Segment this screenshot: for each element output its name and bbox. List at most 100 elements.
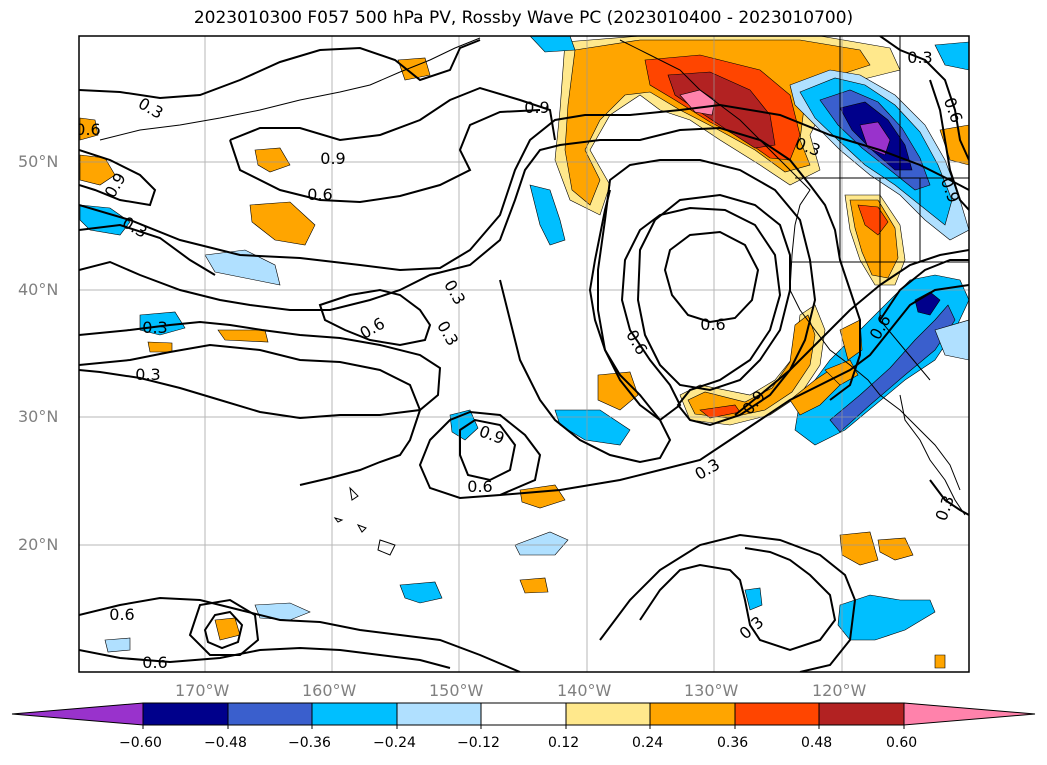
contour-label: 0.6 <box>700 315 725 334</box>
contour-0.6-sw-ring-2 <box>188 598 260 656</box>
hawaii-1 <box>349 486 359 501</box>
lon-label-160w: 160°W <box>302 681 357 700</box>
contour-0.3-w <box>79 320 442 420</box>
positive-patch-s-2 <box>597 371 639 411</box>
hawaii-2 <box>377 539 396 556</box>
contour-0.9-c <box>459 418 517 482</box>
positive-patch-s-6 <box>519 577 549 594</box>
colorbar-tick-label: 0.48 <box>801 735 833 751</box>
map-area: 0.3 0.9 0.9 0.6 0.9 0.3 0.3 0.6 0.3 0.3 … <box>75 36 969 672</box>
contour-0.6-cutoff-inner <box>663 230 760 324</box>
colorbar-segment <box>649 702 736 726</box>
colorbar-segment <box>818 702 905 726</box>
us-west-coast <box>789 224 961 491</box>
contour-label: 0.3 <box>135 365 160 384</box>
contour-0.6-ne <box>929 79 969 211</box>
contour-0.6-mid <box>79 126 861 401</box>
positive-patch-nw <box>79 117 99 141</box>
colorbar-segment <box>734 702 820 726</box>
contour-label: 0.6 <box>467 477 492 496</box>
hawaii-3 <box>356 524 367 533</box>
lat-label-20n: 20°N <box>18 535 59 554</box>
contour-0.6-c <box>418 410 542 500</box>
positive-patch-mid <box>147 341 173 353</box>
contour-0.3-mid <box>79 103 969 272</box>
contour-0.6-w <box>79 343 422 486</box>
negative-patch-se <box>837 594 936 641</box>
colorbar-tick-label: 0.60 <box>886 735 918 751</box>
contour-0.6-cutoff-outer <box>636 193 791 392</box>
positive-patch-sw <box>217 329 269 343</box>
contour-0.3-sw <box>79 646 451 669</box>
colorbar-tick-label: −0.24 <box>373 735 416 751</box>
lon-label-150w: 150°W <box>429 681 484 700</box>
positive-anomaly-central-ca <box>839 319 863 361</box>
colorbar-tick-label: 0.12 <box>548 735 580 751</box>
negative-patch-sw-1 <box>104 637 131 653</box>
colorbar-segment <box>565 702 651 726</box>
contour-0.6-sw <box>79 596 521 672</box>
contour-label: 0.3 <box>142 318 167 337</box>
negative-patch-s-2 <box>254 602 311 621</box>
lon-label-140w: 140°W <box>557 681 612 700</box>
contour-0.9-north <box>229 86 556 142</box>
contour-0.3-c-outer <box>499 189 672 464</box>
hawaii-4 <box>333 517 344 523</box>
contour-0.3-se <box>639 547 837 652</box>
contour-label: 0.6 <box>109 605 134 624</box>
positive-patch-s-5 <box>877 537 914 561</box>
colorbar-tick-label: −0.36 <box>288 735 331 751</box>
colorbar-tick-label: 0.24 <box>632 735 664 751</box>
contour-0.9-dateline <box>79 149 157 207</box>
negative-patch-ne <box>934 41 969 71</box>
lon-label-130w: 130°W <box>684 681 739 700</box>
contour-label: 0.6 <box>75 120 100 139</box>
lat-label-30n: 30°N <box>18 407 59 426</box>
lat-label-50n: 50°N <box>18 152 59 171</box>
colorbar-segment <box>142 702 229 726</box>
pv-shading <box>79 36 969 669</box>
negative-anomaly-ca-coast-royal <box>829 304 956 433</box>
negative-patch-w-2 <box>204 249 281 286</box>
colorbar-tick-label: −0.48 <box>204 735 247 751</box>
colorbar <box>11 702 1036 729</box>
lat-label-40n: 40°N <box>18 280 59 299</box>
positive-patch-w-pacific <box>249 201 316 246</box>
contour-label: 0.6 <box>142 653 167 672</box>
colorbar-tick-label: −0.12 <box>457 735 500 751</box>
colorbar-segment <box>311 702 398 726</box>
contour-0.6-north <box>229 109 541 204</box>
alaska-peninsula <box>399 37 481 73</box>
positive-patch-se-3 <box>934 654 946 669</box>
negative-anomaly-ca-coast <box>794 274 969 446</box>
baja <box>899 394 966 516</box>
contour-label: 0.6 <box>307 185 332 204</box>
contour-0.6-sw-ring <box>203 610 244 650</box>
pv-contours <box>79 36 969 672</box>
contour-0.3-sub <box>499 284 969 496</box>
contour-0.6-east <box>879 259 969 321</box>
colorbar-segment <box>227 702 313 726</box>
contour-0.9-cutoff <box>597 159 817 427</box>
colorbar-segment <box>480 702 567 726</box>
contour-0.3-w2 <box>79 223 216 276</box>
colorbar-extend-left <box>11 702 144 726</box>
aleutians <box>99 71 401 141</box>
negative-anomaly-east-coast <box>934 319 969 361</box>
contour-label: 0.9 <box>320 149 345 168</box>
contour-0.9-east <box>734 249 969 416</box>
map-frame <box>78 35 970 673</box>
contour-0.3-se-outer <box>599 533 857 672</box>
colorbar-tick-label: 0.36 <box>717 735 749 751</box>
contour-0.3-east <box>929 479 969 516</box>
contour-0.3-c <box>318 288 432 347</box>
contour-0.3-north <box>79 39 481 100</box>
contour-label: 0.9 <box>524 98 549 117</box>
colorbar-segment <box>396 702 482 726</box>
negative-patch-hawaii <box>514 531 569 556</box>
contour-label: 0.3 <box>907 48 932 67</box>
contour-0.3-ne <box>879 36 969 161</box>
coastlines <box>99 36 969 556</box>
negative-patch-se-2 <box>744 587 763 611</box>
